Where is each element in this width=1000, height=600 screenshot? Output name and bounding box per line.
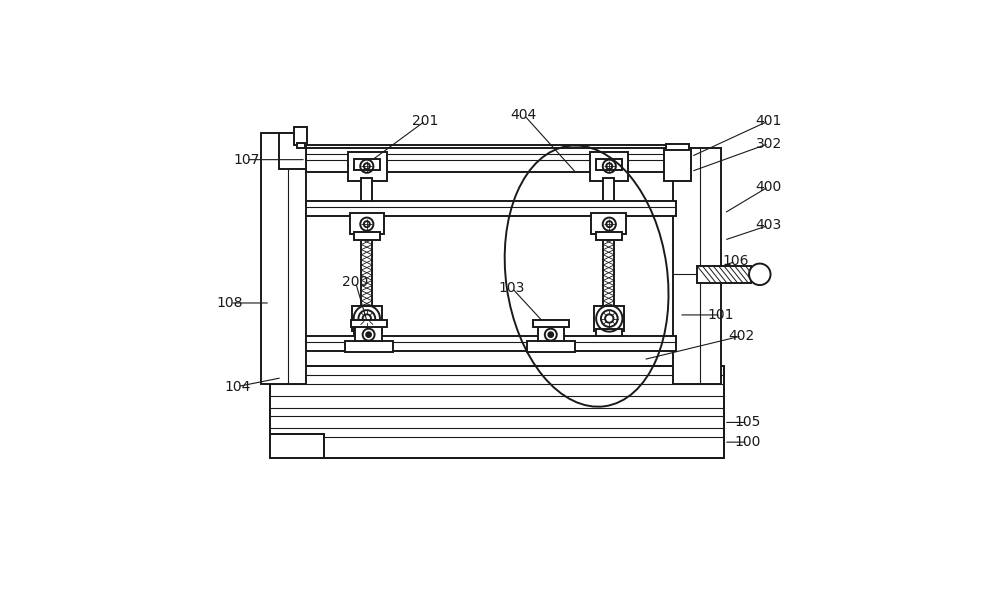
Text: 104: 104 <box>224 380 250 394</box>
Text: 105: 105 <box>735 415 761 430</box>
Bar <box>603 235 614 306</box>
Bar <box>361 235 372 306</box>
Bar <box>306 202 676 217</box>
Text: 404: 404 <box>511 108 537 122</box>
Bar <box>350 214 384 235</box>
Circle shape <box>364 221 370 227</box>
Bar <box>352 306 382 331</box>
Bar <box>306 145 676 172</box>
Bar <box>345 341 393 352</box>
Bar <box>594 306 624 331</box>
Text: 100: 100 <box>735 435 761 449</box>
Bar <box>673 148 721 383</box>
Bar <box>306 336 676 351</box>
Bar <box>351 320 387 328</box>
Text: 107: 107 <box>233 152 259 167</box>
Bar <box>354 159 380 170</box>
Bar <box>538 325 564 341</box>
Bar <box>664 148 691 181</box>
Bar <box>297 143 305 148</box>
Circle shape <box>366 332 371 337</box>
Text: 103: 103 <box>499 281 525 295</box>
Bar <box>590 152 628 181</box>
Bar <box>361 178 372 202</box>
Bar <box>533 320 569 328</box>
Bar <box>354 329 380 336</box>
Circle shape <box>548 332 553 337</box>
Circle shape <box>606 163 612 169</box>
Bar <box>279 133 306 169</box>
Bar <box>270 365 724 458</box>
Text: 302: 302 <box>756 137 782 151</box>
Text: 400: 400 <box>756 179 782 194</box>
Bar <box>603 178 614 202</box>
Text: 200: 200 <box>342 275 369 289</box>
Text: 106: 106 <box>723 254 749 268</box>
Text: 402: 402 <box>729 329 755 343</box>
Circle shape <box>749 263 771 285</box>
Bar <box>261 133 306 383</box>
Bar <box>527 341 575 352</box>
Bar <box>591 214 626 235</box>
Text: 201: 201 <box>412 114 439 128</box>
Bar <box>596 232 622 240</box>
Bar <box>348 152 387 181</box>
Bar <box>355 325 382 341</box>
Text: 403: 403 <box>756 218 782 232</box>
Circle shape <box>606 221 612 227</box>
Text: 101: 101 <box>708 308 734 322</box>
Circle shape <box>364 163 370 169</box>
Text: 108: 108 <box>217 296 243 310</box>
Bar <box>596 329 622 336</box>
Bar <box>270 434 324 458</box>
Bar <box>294 127 307 145</box>
Text: 401: 401 <box>756 114 782 128</box>
Bar <box>354 232 380 240</box>
Bar <box>666 143 689 149</box>
Bar <box>596 159 622 170</box>
Bar <box>697 266 751 283</box>
